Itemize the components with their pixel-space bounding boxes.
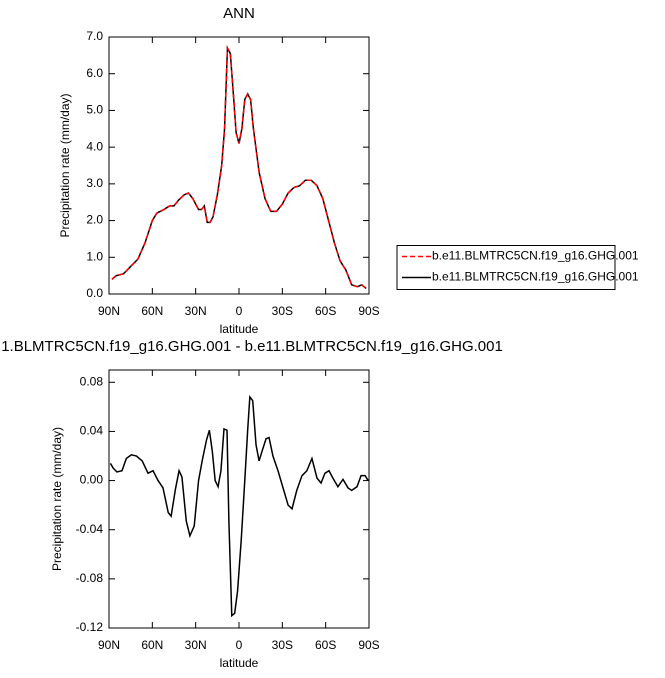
x-tick-label: 90N	[98, 304, 120, 318]
y-tick-label: 0.00	[80, 473, 104, 487]
y-tick-label: 3.0	[86, 176, 103, 190]
data-line	[109, 395, 369, 618]
data-line	[111, 45, 367, 290]
x-tick-label: 30S	[272, 638, 293, 652]
x-tick-label: 90N	[98, 638, 120, 652]
x-tick-label: 30N	[185, 638, 207, 652]
x-tick-label: 30S	[272, 304, 293, 318]
y-tick-label: -0.08	[76, 571, 104, 585]
y-tick-label: 0.08	[80, 374, 104, 388]
x-tick-label: 60N	[141, 304, 163, 318]
x-tick-label: 30N	[185, 304, 207, 318]
x-tick-label: 60N	[141, 638, 163, 652]
chart-title: ANN	[223, 5, 255, 22]
y-tick-label: 6.0	[86, 66, 103, 80]
y-tick-label: -0.04	[76, 522, 104, 536]
plot-frame	[108, 36, 370, 295]
y-tick-label: 0.0	[86, 286, 103, 300]
chart-title: 1.BLMTRC5CN.f19_g16.GHG.001 - b.e11.BLMT…	[1, 338, 503, 355]
y-tick-label: 2.0	[86, 213, 103, 227]
y-axis-label: Precipitation rate (mm/day)	[50, 427, 64, 571]
y-tick-label: -0.12	[76, 620, 104, 634]
y-tick-label: 0.04	[80, 424, 104, 438]
y-tick-label: 5.0	[86, 103, 103, 117]
y-tick-label: 7.0	[86, 29, 103, 43]
x-axis-label: latitude	[220, 322, 259, 336]
y-tick-label: 1.0	[86, 249, 103, 263]
legend-label: b.e11.BLMTRC5CN.f19_g16.GHG.001	[432, 270, 639, 284]
y-tick-label: 4.0	[86, 139, 103, 153]
x-tick-label: 90S	[358, 304, 379, 318]
x-axis-label: latitude	[220, 656, 259, 670]
x-tick-label: 0	[236, 638, 243, 652]
legend-label: b.e11.BLMTRC5CN.f19_g16.GHG.001	[432, 249, 639, 263]
plot-frame	[108, 369, 370, 629]
x-tick-label: 60S	[315, 304, 336, 318]
x-tick-label: 90S	[358, 638, 379, 652]
x-tick-label: 0	[236, 304, 243, 318]
x-tick-label: 60S	[315, 638, 336, 652]
y-axis-label: Precipitation rate (mm/day)	[58, 93, 72, 237]
legend-box	[396, 245, 616, 290]
data-line	[111, 45, 367, 290]
